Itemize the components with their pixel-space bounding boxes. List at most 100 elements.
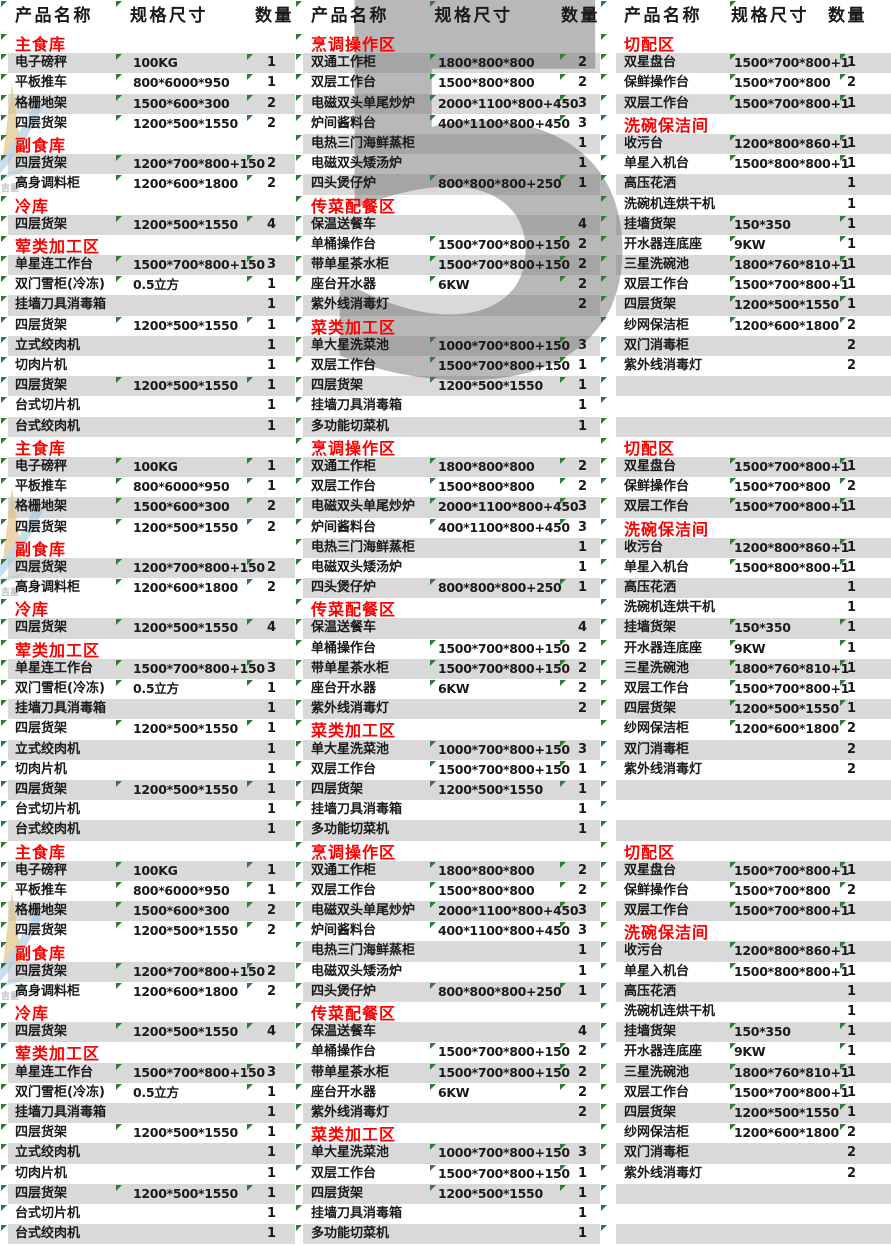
table-row[interactable]: 高身调料柜 1200*600*1800 2 (0, 174, 295, 194)
product-name-cell[interactable]: 挂墙货架 (624, 216, 677, 232)
table-row[interactable]: 电热三门海鲜蒸柜 1 (295, 941, 600, 962)
table-row[interactable]: 四层货架 1200*500*1550 2 (0, 921, 295, 941)
table-row[interactable]: 格栅地架 1500*600*300 2 (0, 497, 295, 518)
spec-cell[interactable]: 1800*800*800 (438, 458, 535, 474)
table-row[interactable]: 双通工作柜 1800*800*800 2 (295, 53, 600, 74)
table-row[interactable]: 高压花洒 1 (600, 981, 891, 1003)
qty-cell[interactable]: 1 (847, 196, 857, 212)
qty-cell[interactable]: 1 (847, 559, 857, 575)
qty-cell[interactable]: 2 (578, 75, 588, 91)
qty-cell[interactable]: 1 (578, 802, 588, 818)
spec-cell[interactable]: 1000*700*800+150 (438, 1145, 570, 1161)
empty-cell[interactable] (600, 416, 891, 437)
product-name-cell[interactable]: 四头煲仔炉 (311, 580, 377, 596)
product-name-cell[interactable]: 电磁双头矮汤炉 (311, 963, 403, 979)
qty-cell[interactable]: 1 (847, 135, 857, 151)
product-name-cell[interactable]: 双门雪柜(冷冻) (15, 1084, 105, 1100)
header-group-1[interactable]: 产品名称 规格尺寸 数量 (0, 0, 295, 33)
table-row[interactable]: 带单星茶水柜 1500*700*800+150 2 (295, 255, 600, 276)
column-header-qty[interactable]: 数量 (828, 6, 867, 26)
product-name-cell[interactable]: 四层货架 (311, 378, 364, 394)
qty-cell[interactable]: 1 (847, 297, 857, 313)
product-name-cell[interactable]: 双门雪柜(冷冻) (15, 277, 105, 293)
qty-cell[interactable]: 2 (267, 963, 277, 979)
table-row[interactable]: 挂墙刀具消毒箱 1 (295, 396, 600, 416)
spec-cell[interactable]: 400*1100*800+450 (438, 519, 570, 535)
category-row[interactable]: 洗碗保洁间 (600, 114, 891, 135)
product-name-cell[interactable]: 电热三门海鲜蒸柜 (311, 135, 416, 151)
qty-cell[interactable]: 1 (578, 781, 588, 797)
spec-cell[interactable]: 1200*600*1800 (734, 1125, 839, 1141)
table-row[interactable]: 带单星茶水柜 1500*700*800+150 2 (295, 1062, 600, 1083)
product-name-cell[interactable]: 纱网保洁柜 (624, 1125, 690, 1141)
table-row[interactable]: 单桶操作台 1500*700*800+150 2 (295, 639, 600, 659)
spec-cell[interactable]: 1500*700*800+150 (133, 660, 265, 676)
product-name-cell[interactable]: 四层货架 (15, 1185, 68, 1201)
product-name-cell[interactable]: 切肉片机 (15, 358, 68, 373)
spec-cell[interactable]: 1800*760*810+1 (734, 660, 850, 676)
qty-cell[interactable]: 1 (267, 862, 277, 878)
qty-cell[interactable]: 1 (847, 640, 857, 656)
spec-cell[interactable]: 9KW (734, 236, 766, 252)
product-name-cell[interactable]: 双星盘台 (624, 862, 677, 878)
empty-cell[interactable] (600, 1204, 891, 1224)
qty-cell[interactable]: 1 (847, 903, 857, 919)
table-row[interactable]: 四层货架 1200*500*1550 2 (0, 114, 295, 134)
product-name-cell[interactable]: 炉间酱料台 (311, 923, 377, 939)
spec-cell[interactable]: 1500*800*800 (438, 75, 535, 91)
product-name-cell[interactable]: 双通工作柜 (311, 458, 377, 474)
empty-cell[interactable] (600, 376, 891, 397)
spec-cell[interactable]: 6KW (438, 681, 470, 696)
table-row[interactable]: 单桶操作台 1500*700*800+150 2 (295, 1042, 600, 1062)
table-row[interactable]: 四层货架 1200*500*1550 1 (295, 1183, 600, 1205)
product-name-cell[interactable]: 四层货架 (15, 156, 68, 172)
product-name-cell[interactable]: 单桶操作台 (311, 236, 377, 252)
product-name-cell[interactable]: 双通工作柜 (311, 55, 377, 71)
qty-cell[interactable]: 2 (578, 297, 588, 313)
product-name-cell[interactable]: 带单星茶水柜 (311, 257, 390, 273)
table-row[interactable]: 保温送餐车 4 (295, 618, 600, 639)
table-row[interactable]: 平板推车 800*6000*950 1 (0, 881, 295, 901)
spec-cell[interactable]: 1500*600*300 (133, 499, 230, 515)
spec-cell[interactable]: 1500*700*800+150 (133, 1064, 265, 1080)
qty-cell[interactable]: 1 (267, 761, 277, 777)
qty-cell[interactable]: 2 (847, 337, 857, 353)
table-row[interactable]: 四层货架 1200*500*1550 1 (0, 719, 295, 739)
table-row[interactable]: 保鲜操作台 1500*700*800 2 (600, 881, 891, 901)
product-name-cell[interactable]: 四层货架 (15, 620, 68, 636)
qty-cell[interactable]: 2 (267, 580, 277, 596)
table-row[interactable]: 单大星洗菜池 1000*700*800+150 3 (295, 1143, 600, 1164)
qty-cell[interactable]: 3 (578, 95, 588, 111)
table-row[interactable]: 紫外线消毒灯 2 (295, 699, 600, 720)
table-row[interactable]: 四层货架 1200*700*800+150 2 (0, 557, 295, 579)
category-row[interactable]: 切配区 (600, 33, 891, 54)
spec-cell[interactable]: 1200*800*860+1 (734, 135, 850, 151)
product-name-cell[interactable]: 双层工作台 (311, 75, 377, 91)
product-name-cell[interactable]: 洗碗机连烘干机 (624, 1004, 716, 1019)
table-row[interactable]: 双层工作台 1500*700*800+1 1 (600, 901, 891, 922)
table-row[interactable]: 双门雪柜(冷冻) 0.5立方 1 (0, 679, 295, 699)
qty-cell[interactable]: 2 (267, 903, 277, 919)
spec-cell[interactable]: 1000*700*800+150 (438, 337, 570, 353)
table-row[interactable]: 双层工作台 1500*700*800+1 1 (600, 497, 891, 518)
table-row[interactable]: 台式绞肉机 1 (0, 820, 295, 841)
qty-cell[interactable]: 2 (267, 115, 277, 131)
qty-cell[interactable]: 2 (578, 660, 588, 676)
table-row[interactable]: 挂墙货架 150*350 1 (600, 1022, 891, 1043)
table-row[interactable]: 挂墙刀具消毒箱 1 (295, 800, 600, 820)
product-name-cell[interactable]: 多功能切菜机 (311, 418, 390, 434)
category-row[interactable]: 洗碗保洁间 (600, 518, 891, 539)
table-row[interactable]: 三星洗碗池 1800*760*810+1 1 (600, 658, 891, 680)
header-group-2[interactable]: 产品名称 规格尺寸 数量 (295, 0, 600, 33)
product-name-cell[interactable]: 座台开水器 (311, 681, 377, 696)
product-name-cell[interactable]: 四层货架 (15, 519, 68, 535)
category-row[interactable]: 菜类加工区 (295, 316, 600, 337)
qty-cell[interactable]: 1 (267, 741, 277, 757)
spec-cell[interactable]: 1500*700*800+1 (734, 862, 850, 878)
table-row[interactable]: 保温送餐车 4 (295, 214, 600, 236)
table-row[interactable]: 纱网保洁柜 1200*600*1800 2 (600, 719, 891, 739)
spec-cell[interactable]: 1500*800*800+1 (734, 963, 850, 979)
qty-cell[interactable]: 4 (267, 216, 277, 232)
spec-cell[interactable]: 800*800*800+250 (438, 983, 562, 999)
qty-cell[interactable]: 1 (267, 398, 277, 414)
